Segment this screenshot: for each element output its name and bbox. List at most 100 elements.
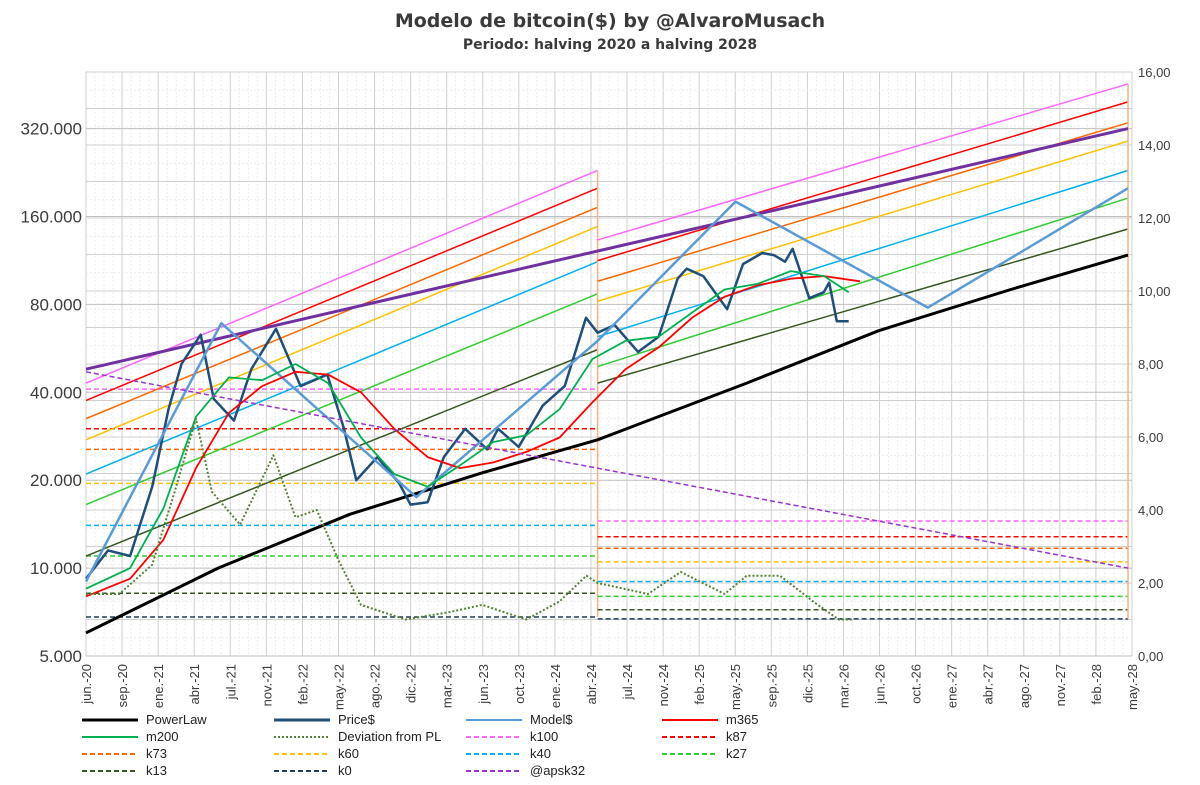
y-right-tick-label: 4,00	[1138, 503, 1163, 518]
legend-swatch	[274, 753, 330, 755]
band-k40-channel	[597, 169, 1129, 338]
series-powerlaw	[85, 253, 1129, 635]
legend-label: @apsk32	[530, 763, 586, 778]
x-tick-label: jun.-23	[476, 664, 491, 705]
chart-title: Modelo de bitcoin($) by @AlvaroMusach	[395, 10, 825, 32]
legend: PowerLaw Price$ Model$ m365 m200 Deviation fr…	[80, 712, 1140, 784]
x-tick-label: abr.-27	[981, 664, 996, 704]
y-right-tick-label: 8,00	[1138, 357, 1163, 372]
series-m365	[85, 275, 861, 598]
band-k60-channel	[85, 225, 598, 441]
legend-swatch	[82, 736, 138, 738]
x-tick-label: may.-28	[1125, 664, 1140, 710]
x-tick-label: abr.-21	[187, 664, 202, 704]
x-tick-label: ene.-21	[151, 664, 166, 708]
y-left-tick-label: 320.000	[21, 120, 82, 139]
series-model-	[84, 187, 1129, 583]
legend-label: Model$	[530, 712, 573, 727]
legend-label: k0	[338, 763, 352, 778]
legend-label: m365	[726, 712, 759, 727]
x-tick-label: may.-25	[728, 664, 743, 710]
legend-swatch	[82, 753, 138, 755]
legend-swatch	[82, 718, 138, 722]
y-right-tick-label: 2,00	[1138, 576, 1163, 591]
legend-label: k13	[146, 763, 167, 778]
halving-bands	[85, 83, 1129, 620]
legend-swatch	[662, 753, 718, 755]
x-tick-label: jul.-24	[620, 664, 635, 700]
x-tick-label: feb.-25	[692, 664, 707, 704]
band-k73-channel	[85, 206, 598, 420]
y-right-tick-label: 12,00	[1138, 211, 1171, 226]
legend-label: k100	[530, 729, 559, 744]
y-right-tick-label: 10,00	[1138, 284, 1171, 299]
x-tick-label: ago.-22	[368, 664, 383, 708]
x-tick-label: mar.-23	[440, 664, 455, 708]
x-tick-label: sep.-25	[764, 664, 779, 707]
x-tick-label: ene.-24	[548, 664, 563, 708]
y-left-tick-label: 20.000	[30, 471, 82, 490]
trend-line	[85, 127, 1129, 371]
band-k100-channel	[597, 83, 1129, 241]
legend-swatch	[466, 736, 522, 738]
y-right-tick-label: 16,00	[1138, 65, 1171, 80]
band-k13-channel	[597, 228, 1129, 384]
series-m200	[85, 270, 850, 590]
band-k27-channel	[85, 293, 598, 506]
legend-label: m200	[146, 729, 179, 744]
y-right-tick-label: 14,00	[1138, 138, 1171, 153]
x-tick-label: feb.-22	[295, 664, 310, 704]
x-tick-label: dic.-22	[404, 664, 419, 703]
legend-label: k27	[726, 746, 747, 761]
y-left-tick-label: 80.000	[30, 295, 82, 314]
legend-label: k60	[338, 746, 359, 761]
legend-swatch	[466, 770, 522, 772]
band-k87-channel	[85, 187, 598, 402]
legend-label: Price$	[338, 712, 375, 727]
x-tick-label: nov.-24	[656, 664, 671, 706]
band-k100-channel	[85, 169, 598, 384]
series-price-	[85, 247, 849, 580]
legend-swatch	[466, 753, 522, 755]
x-tick-label: feb.-28	[1089, 664, 1104, 704]
band-k87-channel	[597, 101, 1129, 262]
legend-swatch	[662, 736, 718, 738]
x-tick-label: oct.-26	[909, 664, 924, 704]
band-k27-channel	[597, 197, 1129, 368]
y-left-tick-label: 160.000	[21, 207, 82, 226]
x-tick-label: nov.-21	[259, 664, 274, 706]
legend-label: k87	[726, 729, 747, 744]
legend-swatch	[82, 770, 138, 772]
y-left-tick-label: 10.000	[30, 559, 82, 578]
x-tick-label: jul.-21	[223, 664, 238, 700]
legend-swatch	[466, 719, 522, 721]
y-right-tick-label: 0,00	[1138, 649, 1163, 664]
legend-swatch	[274, 770, 330, 772]
axes: 5.000 10.000 20.000 40.000 80.000 160.000 320.…	[21, 65, 1171, 710]
y-left-tick-label: 5.000	[39, 647, 82, 666]
x-tick-label: mar.-26	[836, 664, 851, 708]
legend-label: PowerLaw	[146, 712, 207, 727]
legend-label: Deviation from PL	[338, 729, 442, 744]
series--apsk32	[85, 371, 1129, 569]
y-left-tick-label: 40.000	[30, 383, 82, 402]
y-right-tick-label: 6,00	[1138, 430, 1163, 445]
x-tick-label: sep.-20	[115, 664, 130, 707]
x-tick-label: abr.-24	[584, 664, 599, 704]
x-tick-label: jun.-20	[79, 664, 94, 705]
legend-swatch	[662, 719, 718, 721]
series-deviation-from-pl	[86, 417, 853, 621]
grid	[85, 71, 1133, 657]
x-tick-label: jun.-26	[873, 664, 888, 705]
x-tick-label: ago.-27	[1017, 664, 1032, 708]
legend-label: k73	[146, 746, 167, 761]
x-tick-label: dic.-25	[800, 664, 815, 703]
x-tick-label: ene.-27	[945, 664, 960, 708]
legend-swatch	[274, 736, 330, 738]
x-tick-label: oct.-23	[512, 664, 527, 704]
band-k60-channel	[597, 140, 1129, 302]
series-lines	[84, 127, 1129, 635]
chart-subtitle: Periodo: halving 2020 a halving 2028	[463, 37, 757, 53]
x-tick-label: nov.-27	[1053, 664, 1068, 706]
